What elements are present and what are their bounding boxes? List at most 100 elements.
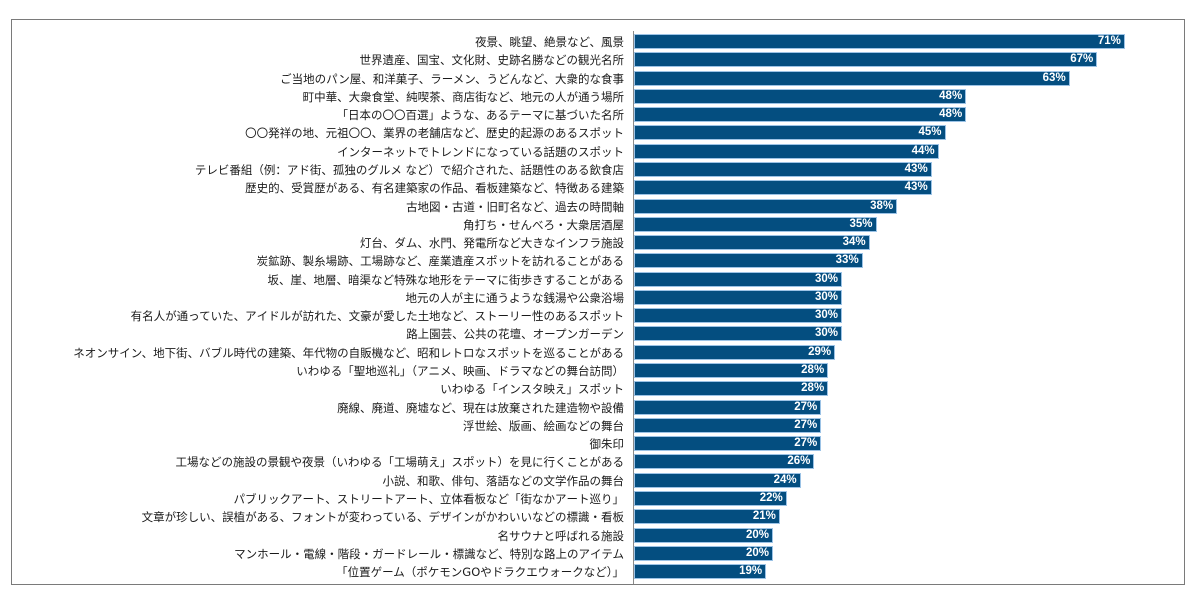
category-label: 廃線、廃道、廃墟など、現在は放棄された建造物や設備: [337, 400, 624, 415]
bar-row: 工場などの施設の景観や夜景（いわゆる「工場萌え」スポット）を見に行くことがある 2…: [0, 454, 1200, 470]
bar: 22%: [634, 491, 787, 506]
bar-row: いわゆる「聖地巡礼」（アニメ、映画、ドラマなどの舞台訪問） 28%: [0, 363, 1200, 379]
category-label: パブリックアート、ストリートアート、立体看板など「街なかアート巡り」: [233, 492, 624, 506]
category-label: 「位置ゲーム（ポケモンGOやドラクエウォークなど）」: [336, 565, 624, 580]
category-label: 工場などの施設の景観や夜景（いわゆる「工場萌え」スポット）を見に行くことがある: [175, 455, 625, 470]
value-label: 33%: [835, 254, 859, 267]
bar-row: 御朱印 27%: [0, 436, 1200, 452]
chart-frame: [11, 19, 1185, 585]
bar: 43%: [634, 161, 932, 177]
bar: 20%: [634, 527, 773, 543]
bar: 19%: [634, 564, 767, 580]
category-label: 浮世絵、版画、絵画などの舞台: [463, 418, 624, 433]
value-label: 38%: [870, 199, 894, 212]
category-label: 古地図・古道・旧町名など、過去の時間軸: [406, 199, 624, 214]
bar-row: 地元の人が主に通うような銭湯や公衆浴場 30%: [0, 289, 1200, 306]
bar: 67%: [634, 52, 1098, 68]
value-label: 63%: [1042, 71, 1066, 84]
bar: 29%: [634, 344, 836, 360]
bar-row: 有名人が通っていた、アイドルが訪れた、文豪が愛した土地など、ストーリー性のあるス…: [0, 308, 1200, 324]
bar-row: 世界遺産、国宝、文化財、史跡名勝などの観光名所 67%: [0, 52, 1200, 68]
value-label: 28%: [801, 382, 825, 395]
bar-row: 角打ち・せんべろ・大衆居酒屋 35%: [0, 216, 1200, 233]
category-label: マンホール・電線・階段・ガードレール・標識など、特別な路上のアイテム: [234, 546, 624, 561]
category-label: ネオンサイン、地下街、バブル時代の建築、年代物の自販機など、昭和レトロなスポット…: [73, 345, 624, 360]
value-label: 71%: [1097, 35, 1121, 47]
bar-row: 小説、和歌、俳句、落語などの文学作品の舞台 24%: [0, 472, 1200, 489]
value-label: 35%: [849, 217, 873, 230]
bar: 48%: [634, 107, 967, 123]
bar-row: インターネットでトレンドになっている話題のスポット 44%: [0, 143, 1200, 160]
category-label: 御朱印: [589, 437, 625, 452]
value-label: 30%: [814, 272, 838, 285]
category-label: 「日本の〇〇百選」ような、あるテーマに基づいた名所: [336, 108, 625, 123]
value-label: 20%: [745, 546, 769, 559]
bar-row: 〇〇発祥の地、元祖〇〇、業界の老舗店など、歴史的起源のあるスポット 45%: [0, 125, 1200, 141]
value-label: 43%: [904, 181, 928, 194]
bar-row: 町中華、大衆食堂、純喫茶、商店街など、地元の人が通う場所 48%: [0, 88, 1200, 105]
value-label: 45%: [918, 126, 942, 139]
bar-row: いわゆる「インスタ映え」スポット 28%: [0, 381, 1200, 397]
value-label: 27%: [794, 400, 818, 413]
bar-row: 夜景、眺望、絶景など、風景 71%: [0, 34, 1200, 50]
bar: 24%: [634, 472, 801, 488]
category-label: 角打ち・せんべろ・大衆居酒屋: [463, 217, 624, 232]
bar-row: 炭鉱跡、製糸場跡、工場跡など、産業遺産スポットを訪れることがある 33%: [0, 253, 1200, 269]
bar: 35%: [634, 216, 877, 232]
bar-row: 古地図・古道・旧町名など、過去の時間軸 38%: [0, 198, 1200, 215]
bar-row: 路上園芸、公共の花壇、オープンガーデン 30%: [0, 326, 1200, 342]
bar-row: 「位置ゲーム（ポケモンGOやドラクエウォークなど）」 19%: [0, 564, 1200, 580]
value-label: 30%: [814, 290, 838, 303]
bar-row: ネオンサイン、地下街、バブル時代の建築、年代物の自販機など、昭和レトロなスポット…: [0, 344, 1200, 361]
bar: 27%: [634, 399, 822, 415]
category-label: いわゆる「インスタ映え」スポット: [440, 382, 624, 397]
bar: 28%: [634, 381, 829, 397]
bar-row: テレビ番組（例：アド街、孤独のグルメ など）で紹介された、話題性のある飲食店 43…: [0, 161, 1200, 178]
bar-row: 歴史的、受賞歴がある、有名建築家の作品、看板建築など、特徴ある建築 43%: [0, 180, 1200, 196]
category-label: 名サウナと呼ばれる施設: [497, 528, 625, 543]
value-label: 26%: [787, 455, 811, 468]
bar: 30%: [634, 326, 842, 342]
bar: 21%: [634, 509, 780, 525]
bar: 20%: [634, 545, 773, 561]
value-label: 34%: [842, 236, 866, 249]
category-label: 坂、崖、地層、暗渠など特殊な地形をテーマに街歩きすることがある: [267, 272, 625, 287]
category-label: 小説、和歌、俳句、落語などの文学作品の舞台: [382, 473, 625, 488]
value-label: 27%: [794, 418, 818, 431]
bar: 30%: [634, 308, 842, 324]
bar: 27%: [634, 417, 822, 433]
category-label: 文章が珍しい、誤植がある、フォントが変わっている、デザインがかわいいなどの標識・…: [141, 510, 624, 525]
bar-row: マンホール・電線・階段・ガードレール・標識など、特別な路上のアイテム 20%: [0, 545, 1200, 562]
value-label: 48%: [939, 108, 963, 121]
bar: 63%: [634, 70, 1070, 86]
value-label: 43%: [904, 162, 928, 175]
bar: 26%: [634, 454, 815, 470]
bar: 33%: [634, 253, 863, 269]
bar-row: 「日本の〇〇百選」ような、あるテーマに基づいた名所 48%: [0, 107, 1200, 123]
bar: 27%: [634, 436, 822, 452]
value-label: 67%: [1070, 53, 1094, 66]
category-label: インターネットでトレンドになっている話題のスポット: [337, 144, 624, 159]
bar: 30%: [634, 289, 842, 305]
bar: 45%: [634, 125, 946, 141]
value-label: 28%: [801, 364, 825, 377]
value-label: 29%: [808, 345, 832, 358]
bar-row: 坂、崖、地層、暗渠など特殊な地形をテーマに街歩きすることがある 30%: [0, 271, 1200, 288]
category-label: 世界遺産、国宝、文化財、史跡名勝などの観光名所: [359, 53, 625, 68]
bar: 30%: [634, 271, 842, 287]
bar-row: 浮世絵、版画、絵画などの舞台 27%: [0, 417, 1200, 434]
category-label: 路上園芸、公共の花壇、オープンガーデン: [406, 327, 624, 342]
value-label: 22%: [759, 492, 783, 504]
value-label: 48%: [939, 89, 963, 102]
bar: 44%: [634, 143, 939, 159]
bar: 38%: [634, 198, 898, 214]
category-label: 灯台、ダム、水門、発電所など大きなインフラ施設: [359, 236, 624, 251]
value-label: 30%: [814, 309, 838, 322]
bar-row: 名サウナと呼ばれる施設 20%: [0, 527, 1200, 544]
category-label: 夜景、眺望、絶景など、風景: [475, 35, 624, 49]
category-label: ご当地のパン屋、和洋菓子、ラーメン、うどんなど、大衆的な食事: [280, 71, 624, 86]
bar: 28%: [634, 363, 829, 379]
value-label: 30%: [814, 327, 838, 340]
value-label: 19%: [739, 565, 763, 578]
category-label: 地元の人が主に通うような銭湯や公衆浴場: [405, 290, 625, 305]
